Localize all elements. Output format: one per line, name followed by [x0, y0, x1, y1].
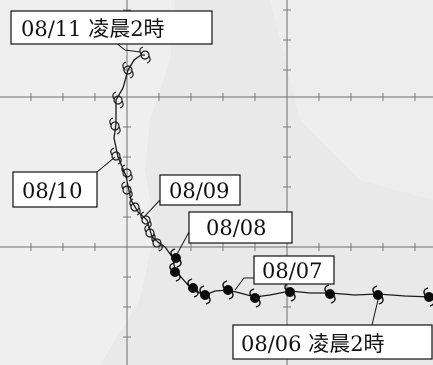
solid-marker — [222, 280, 234, 300]
label-0808-text: 08/08 — [206, 216, 267, 240]
label-0807-text: 08/07 — [262, 259, 323, 283]
open-marker — [139, 46, 151, 64]
open-marker — [109, 117, 121, 135]
solid-marker — [249, 288, 261, 308]
label-start: 08/06 凌晨2時 — [232, 324, 433, 360]
solid-marker — [170, 248, 182, 268]
label-end-text: 08/11 凌晨2時 — [21, 17, 165, 41]
open-storm-markers — [109, 46, 163, 252]
leader-0810 — [96, 156, 116, 173]
label-0809-text: 08/09 — [169, 179, 230, 203]
open-marker — [121, 164, 133, 182]
label-0808: 08/08 — [188, 211, 293, 244]
solid-marker — [372, 285, 384, 305]
leader-end — [114, 41, 141, 53]
open-marker — [110, 147, 122, 165]
solid-marker — [324, 284, 336, 304]
solid-marker — [187, 278, 199, 298]
open-marker — [140, 211, 152, 229]
open-marker — [112, 91, 124, 109]
label-0810-text: 08/10 — [22, 179, 83, 203]
open-marker — [129, 198, 141, 216]
leader-0809 — [144, 199, 161, 217]
solid-marker — [169, 262, 181, 282]
leader-0808 — [175, 231, 190, 257]
label-end: 08/11 凌晨2時 — [10, 10, 213, 45]
solid-marker — [423, 287, 433, 307]
open-marker — [122, 61, 134, 79]
leader-0807 — [234, 277, 254, 291]
storm-track-line — [113, 54, 433, 298]
label-0807: 08/07 — [253, 255, 335, 285]
label-0810: 08/10 — [12, 171, 98, 208]
open-marker — [121, 181, 133, 199]
leader-start — [371, 299, 379, 326]
label-0809: 08/09 — [159, 174, 241, 206]
solid-marker — [199, 285, 211, 305]
solid-typhoon-markers — [169, 248, 433, 308]
label-start-text: 08/06 凌晨2時 — [241, 332, 385, 356]
open-marker — [151, 234, 163, 252]
